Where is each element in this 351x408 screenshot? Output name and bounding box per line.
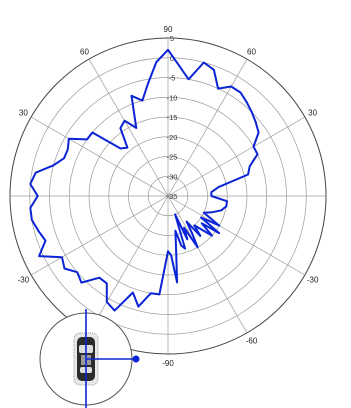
- angle-tick-label: 60: [247, 47, 256, 56]
- grid-spoke: [167, 58, 248, 197]
- r-tick-label: -35: [167, 192, 178, 201]
- angle-tick-labels: 90 60 30 -30 -60 -90 60 30 -30: [18, 25, 319, 368]
- r-tick-label: 0: [170, 54, 174, 63]
- r-tick-label: -30: [167, 172, 178, 181]
- angle-tick-label: 30: [308, 109, 317, 118]
- series-line: [29, 48, 260, 312]
- grid-spoke: [88, 58, 169, 197]
- r-tick-label: 5: [170, 34, 174, 43]
- r-tick-label: -20: [167, 133, 178, 142]
- grid-spoke: [167, 116, 306, 197]
- angle-tick-label: -60: [246, 337, 258, 346]
- grid-spoke: [88, 195, 169, 334]
- angle-tick-label: -30: [18, 276, 30, 285]
- r-tick-label: -5: [169, 74, 176, 83]
- inset-marker-dot: [132, 355, 140, 363]
- angle-tick-label: -30: [307, 276, 319, 285]
- radial-tick-labels: 5 0 -5 -10 -15 -20 -25 -30 -35: [167, 34, 178, 201]
- r-tick-label: -10: [167, 93, 178, 102]
- car-inset: [39, 309, 140, 408]
- angle-tick-label: 90: [164, 25, 173, 34]
- grid-spoke: [30, 116, 169, 197]
- grid-spoke: [30, 195, 169, 276]
- r-tick-label: -15: [167, 113, 178, 122]
- angle-tick-label: -90: [162, 359, 174, 368]
- polar-grid: [9, 37, 327, 355]
- angle-tick-label: 60: [80, 47, 89, 56]
- r-tick-label: -25: [167, 153, 178, 162]
- grid-spoke: [167, 195, 306, 276]
- grid-spoke: [167, 195, 248, 334]
- angle-tick-label: 30: [19, 109, 28, 118]
